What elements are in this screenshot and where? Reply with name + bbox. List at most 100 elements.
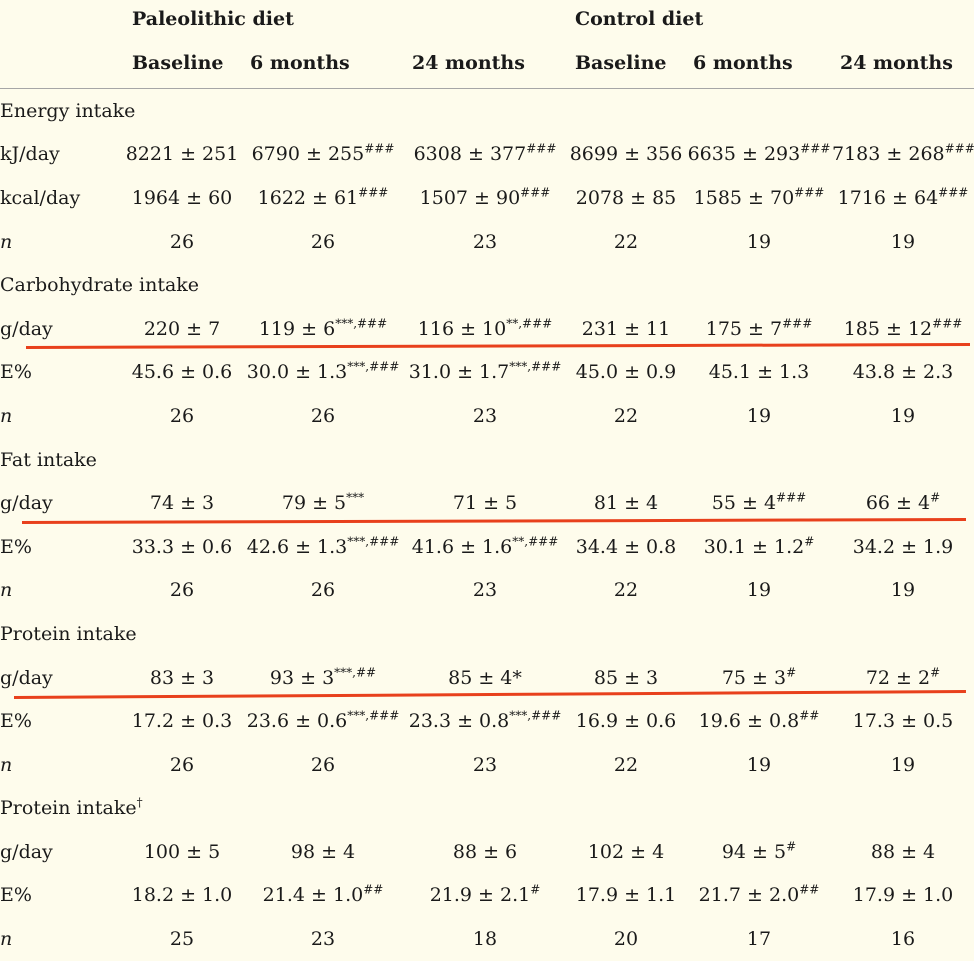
column-header-control-baseline: Baseline [575, 52, 667, 74]
table-row: E% 17.2 ± 0.3 23.6 ± 0.6***,### 23.3 ± 0.8*… [0, 699, 974, 743]
cell-significance-mark: ### [358, 185, 389, 200]
row-label: g/day [0, 492, 53, 515]
cell-value: 18 [472, 928, 498, 951]
section-footnote-mark: † [136, 795, 143, 810]
table-row: n 25 23 18 20 17 16 [0, 917, 974, 961]
cell-value: 81 ± 4 [593, 492, 659, 515]
cell-value: 6790 ± 255 [251, 143, 365, 166]
cell-value: 1716 ± 64 [837, 186, 939, 209]
nutrition-table: Energy intake kJ/day 8221 ± 251 6790 ± 255#… [0, 89, 974, 961]
row-label: n [0, 753, 13, 776]
table-cell: 30.1 ± 1.2# [686, 525, 832, 569]
cell-significance-mark: ### [776, 490, 807, 505]
cell-value: 21.4 ± 1.0 [262, 884, 364, 907]
section-label-text: Protein intake [0, 797, 137, 820]
section-row: Protein intake† [0, 787, 974, 831]
group-header-control: Control diet [575, 8, 704, 30]
cell-value: 17.9 ± 1.0 [852, 884, 954, 907]
header-divider [0, 88, 974, 89]
section-label-text: Protein intake [0, 622, 137, 645]
table-cell: 98 ± 4 [242, 830, 404, 874]
table-cell: 100 ± 5 [122, 830, 242, 874]
table-cell: 19.6 ± 0.8## [686, 699, 832, 743]
cell-value: 17.9 ± 1.1 [575, 884, 677, 907]
cell-significance-mark: ### [782, 316, 813, 331]
table-cell: 45.1 ± 1.3 [686, 351, 832, 395]
table-row: n 26 26 23 22 19 19 [0, 220, 974, 264]
section-label: Fat intake [0, 438, 974, 482]
table-cell: 74 ± 3 [122, 481, 242, 525]
table-cell: 16.9 ± 0.6 [566, 699, 686, 743]
row-label: n [0, 404, 13, 427]
table-cell: 71 ± 5 [404, 481, 566, 525]
cell-value: 42.6 ± 1.3 [246, 535, 348, 558]
cell-value: 19 [746, 579, 772, 602]
cell-value: 26 [310, 230, 336, 253]
cell-value: 66 ± 4 [865, 492, 931, 515]
table-row: g/day 83 ± 3 93 ± 3***,## 85 ± 4* 85 ± 3 75 ±… [0, 656, 974, 700]
cell-value: 22 [613, 579, 639, 602]
table-cell: 23 [404, 743, 566, 787]
cell-significance-mark: ### [364, 142, 395, 157]
table-cell: 45.0 ± 0.9 [566, 351, 686, 395]
table-cell: 19 [686, 394, 832, 438]
cell-value: 22 [613, 230, 639, 253]
cell-value: 1507 ± 90 [419, 186, 521, 209]
table-cell: 8699 ± 356 [566, 133, 686, 177]
cell-value: 23 [472, 579, 498, 602]
table-cell: 21.4 ± 1.0## [242, 874, 404, 918]
cell-value: 23 [310, 928, 336, 951]
row-label: n [0, 230, 13, 253]
table-cell: 55 ± 4### [686, 481, 832, 525]
table-cell: 75 ± 3# [686, 656, 832, 700]
table-cell: 16 [832, 917, 974, 961]
table-cell: 45.6 ± 0.6 [122, 351, 242, 395]
table-cell: 93 ± 3***,## [242, 656, 404, 700]
cell-value: 74 ± 3 [149, 492, 215, 515]
table-row: E% 18.2 ± 1.0 21.4 ± 1.0## 21.9 ± 2.1# 17.9 … [0, 874, 974, 918]
cell-value: 45.6 ± 0.6 [131, 361, 233, 384]
table-cell: 19 [686, 569, 832, 613]
cell-significance-mark: ***,### [509, 360, 562, 375]
cell-value: 23.6 ± 0.6 [246, 710, 348, 733]
table-cell: 81 ± 4 [566, 481, 686, 525]
table-cell: 34.2 ± 1.9 [832, 525, 974, 569]
cell-value: 26 [169, 579, 195, 602]
table-cell: 175 ± 7### [686, 307, 832, 351]
table-cell: 85 ± 3 [566, 656, 686, 700]
table-cell: 41.6 ± 1.6**,### [404, 525, 566, 569]
cell-significance-mark: ***,### [347, 534, 400, 549]
cell-value: 34.2 ± 1.9 [852, 535, 954, 558]
table-cell: 6790 ± 255### [242, 133, 404, 177]
table-cell: 23 [242, 917, 404, 961]
cell-value: 6308 ± 377 [413, 143, 527, 166]
cell-value: 6635 ± 293 [687, 143, 801, 166]
table-cell: 66 ± 4# [832, 481, 974, 525]
cell-significance-mark: # [804, 534, 815, 549]
cell-value: 19 [890, 579, 916, 602]
cell-value: 17 [746, 928, 772, 951]
cell-significance-mark: ***,### [347, 708, 400, 723]
cell-value: 26 [310, 579, 336, 602]
section-label: Energy intake [0, 89, 974, 133]
cell-value: 23 [472, 230, 498, 253]
cell-value: 45.1 ± 1.3 [708, 361, 810, 384]
cell-significance-mark: **,### [506, 316, 553, 331]
table-cell: 17.9 ± 1.0 [832, 874, 974, 918]
cell-value: 1622 ± 61 [257, 186, 359, 209]
row-label: E% [0, 884, 32, 907]
cell-value: 94 ± 5 [721, 840, 787, 863]
cell-significance-mark: ### [800, 142, 831, 157]
cell-significance-mark: ### [520, 185, 551, 200]
table-cell: 26 [122, 220, 242, 264]
cell-value: 83 ± 3 [149, 666, 215, 689]
cell-value: 34.4 ± 0.8 [575, 535, 677, 558]
cell-value: 88 ± 4 [870, 840, 936, 863]
cell-value: 75 ± 3 [721, 666, 787, 689]
table-cell: 25 [122, 917, 242, 961]
table-cell: 17 [686, 917, 832, 961]
cell-value: 2078 ± 85 [575, 186, 677, 209]
table-cell: 34.4 ± 0.8 [566, 525, 686, 569]
table-row: E% 33.3 ± 0.6 42.6 ± 1.3***,### 41.6 ± 1.6*… [0, 525, 974, 569]
table-cell: 6635 ± 293### [686, 133, 832, 177]
